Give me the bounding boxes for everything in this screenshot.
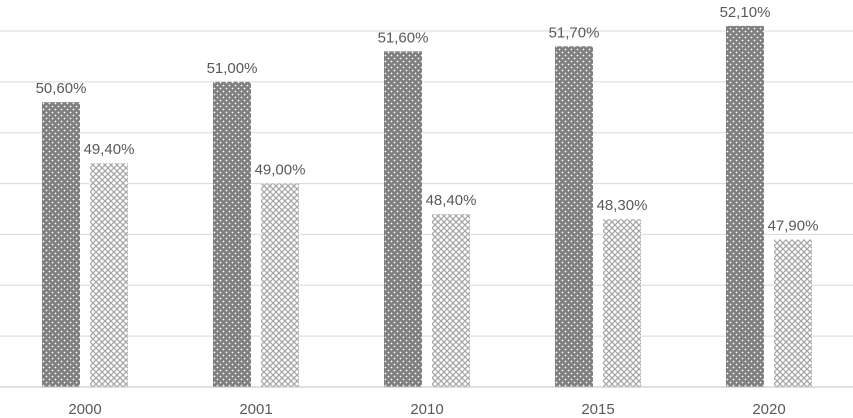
x-tick-labels: 2000 2001 2010 2015 2020 bbox=[68, 401, 785, 418]
data-label-series-1-2001: 51,00% bbox=[207, 60, 258, 77]
bar-series-1-2015 bbox=[555, 46, 593, 387]
x-tick-label-2000: 2000 bbox=[68, 401, 101, 418]
gridlines bbox=[0, 30, 853, 337]
bar-series-1-2001 bbox=[213, 81, 251, 387]
bar-series-2-2020 bbox=[774, 239, 812, 387]
x-tick-label-2015: 2015 bbox=[581, 401, 614, 418]
bar-series-2-2015 bbox=[603, 219, 641, 387]
data-label-series-1-2020: 52,10% bbox=[720, 4, 771, 21]
x-tick-label-2010: 2010 bbox=[410, 401, 443, 418]
bar-series-1-2010 bbox=[384, 51, 422, 387]
data-label-series-2-2000: 49,40% bbox=[84, 141, 135, 158]
bars bbox=[42, 25, 812, 388]
bar-series-2-2000 bbox=[90, 163, 128, 387]
data-labels: 50,60% 49,40% 51,00% 49,00% 51,60% 48,40% 51,7… bbox=[36, 4, 819, 235]
bar-series-1-2020 bbox=[726, 25, 764, 388]
data-label-series-2-2010: 48,40% bbox=[426, 192, 477, 209]
data-label-series-2-2015: 48,30% bbox=[597, 197, 648, 214]
x-tick-label-2020: 2020 bbox=[752, 401, 785, 418]
data-label-series-1-2015: 51,70% bbox=[549, 24, 600, 41]
bar-series-2-2001 bbox=[261, 183, 299, 387]
bar-series-2-2010 bbox=[432, 214, 470, 387]
data-label-series-1-2000: 50,60% bbox=[36, 80, 87, 97]
bar-series-1-2000 bbox=[42, 102, 80, 387]
data-label-series-2-2001: 49,00% bbox=[255, 162, 306, 179]
x-tick-label-2001: 2001 bbox=[239, 401, 272, 418]
data-label-series-2-2020: 47,90% bbox=[768, 218, 819, 235]
data-label-series-1-2010: 51,60% bbox=[378, 29, 429, 46]
